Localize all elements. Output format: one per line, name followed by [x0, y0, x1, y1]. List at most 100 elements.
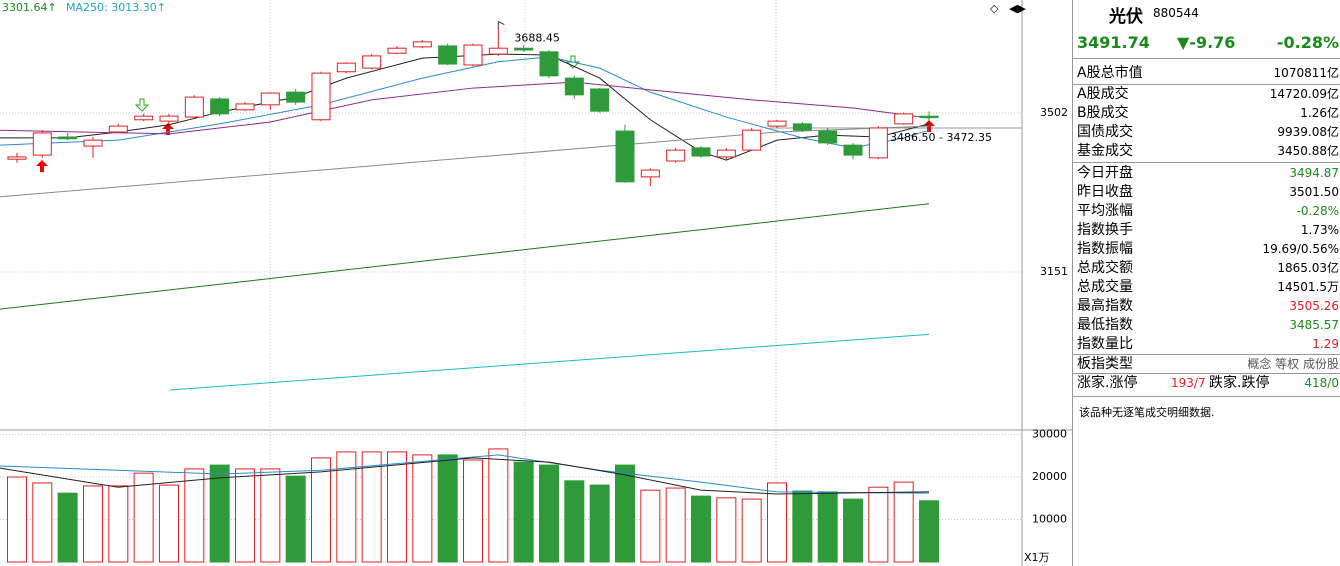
candle-body: [336, 62, 356, 73]
buy-arrow: [36, 160, 48, 172]
label: 基金成交: [1077, 143, 1133, 159]
volume-bar: [209, 464, 230, 563]
volume-bar: [792, 490, 813, 563]
candle-body: [134, 115, 154, 121]
label: 板指类型: [1077, 356, 1133, 372]
label: 指数换手: [1077, 222, 1133, 238]
sell-arrow: [134, 98, 150, 112]
value: 概念 等权 成份股: [1247, 357, 1339, 371]
volume-bar: [691, 495, 712, 563]
candle-body: [260, 92, 280, 106]
label: 涨家.涨停: [1077, 375, 1138, 391]
info-row: 指数换手 1.73%: [1075, 221, 1339, 240]
volume-bar: [843, 498, 864, 563]
ma-line: [169, 333, 930, 391]
volume-bar: [589, 484, 610, 563]
candle-body: [818, 130, 838, 144]
ma-line: [0, 457, 930, 495]
value: 14501.5万: [1277, 280, 1339, 294]
candle-body: [868, 127, 888, 159]
volume-bar: [133, 472, 154, 563]
value: 1070811亿: [1273, 66, 1339, 80]
ma-label: MA250: 3013.30↑: [66, 1, 166, 14]
y-tick-label: 10000: [1032, 513, 1067, 526]
candle-body: [843, 144, 863, 156]
sell-arrow: [565, 55, 581, 69]
volume-bar: [716, 497, 737, 563]
info-row: 最低指数 3485.57: [1075, 316, 1339, 335]
icon[interactable]: ◀▶: [1009, 2, 1026, 15]
value: 3450.88亿: [1277, 144, 1339, 158]
annotation: 3688.45: [514, 32, 560, 45]
candle-body: [286, 91, 306, 103]
price: 3491.74: [1077, 33, 1150, 52]
value: 193/7: [1171, 376, 1206, 390]
value: 14720.09亿: [1269, 87, 1339, 101]
y-tick-label: 30000: [1032, 428, 1067, 441]
label: 平均涨幅: [1077, 203, 1133, 219]
candle-body: [488, 47, 508, 55]
info-row: 总成交额 1865.03亿: [1075, 259, 1339, 278]
icon[interactable]: ◇: [990, 2, 999, 15]
volume-bar: [640, 489, 661, 563]
volume-bar: [184, 468, 205, 563]
candle-body: [640, 169, 660, 178]
candle-body: [666, 149, 686, 162]
candle-body: [691, 147, 711, 157]
label: 今日开盘: [1077, 165, 1133, 181]
message: 该品种无逐笔成交明细数据.: [1079, 406, 1215, 419]
candle-body: [108, 125, 128, 133]
unit-label: X1万: [1024, 551, 1050, 564]
candle-body: [767, 120, 787, 127]
volume-bar: [260, 468, 281, 563]
label: A股成交: [1077, 86, 1129, 102]
buy-arrow: [162, 123, 174, 135]
info-row: 最高指数 3505.26: [1075, 297, 1339, 316]
info-row: 总成交量 14501.5万: [1075, 278, 1339, 297]
value: 1865.03亿: [1277, 261, 1339, 275]
label: 国债成交: [1077, 124, 1133, 140]
label: B股成交: [1077, 105, 1129, 121]
candle-body: [438, 45, 458, 65]
candle-body: [210, 98, 230, 115]
change: ▼-9.76: [1177, 33, 1236, 52]
y-tick-label: 3502: [1040, 106, 1068, 119]
volume-bar: [893, 481, 914, 563]
candle-body: [32, 132, 52, 156]
volume-bar: [488, 448, 509, 563]
volume-bar: [6, 476, 27, 563]
value: 1.26亿: [1300, 106, 1339, 120]
value: 3485.57: [1289, 318, 1339, 332]
value: -0.28%: [1296, 204, 1339, 218]
stock-code: 880544: [1153, 6, 1199, 20]
volume-bar: [285, 475, 306, 563]
candle-body: [514, 47, 534, 51]
candle-body: [716, 149, 736, 158]
ma-line: [0, 53, 930, 161]
value: 9939.08亿: [1277, 125, 1339, 139]
label: 昨日收盘: [1077, 184, 1133, 200]
ma-line: [0, 81, 930, 135]
candle-body: [919, 115, 939, 119]
info-row: 国债成交 9939.08亿: [1075, 123, 1339, 142]
info-row: 平均涨幅 -0.28%: [1075, 202, 1339, 221]
volume-bar: [513, 461, 534, 563]
label: A股总市值: [1077, 65, 1143, 81]
label: 最低指数: [1077, 317, 1133, 333]
volume-bar: [310, 457, 331, 563]
info-row: 板指类型 概念 等权 成份股: [1075, 355, 1339, 374]
ma-label: 3301.64↑: [2, 1, 57, 14]
volume-bar: [336, 451, 357, 563]
value: 418/0: [1304, 376, 1339, 390]
candle-body: [590, 88, 610, 112]
label: 指数振幅: [1077, 241, 1133, 257]
candle-body: [539, 51, 559, 77]
volume-bar: [767, 482, 788, 563]
chart: ◇ ◀▶ 3502 3151 10000 20000 30000 X1万 3301.64↑ M…: [0, 0, 1072, 566]
candle-body: [615, 130, 635, 183]
volume-bar: [386, 451, 407, 563]
info-row: 指数振幅 19.69/0.56%: [1075, 240, 1339, 259]
info-row: A股成交 14720.09亿: [1075, 85, 1339, 104]
info-row: 昨日收盘 3501.50: [1075, 183, 1339, 202]
